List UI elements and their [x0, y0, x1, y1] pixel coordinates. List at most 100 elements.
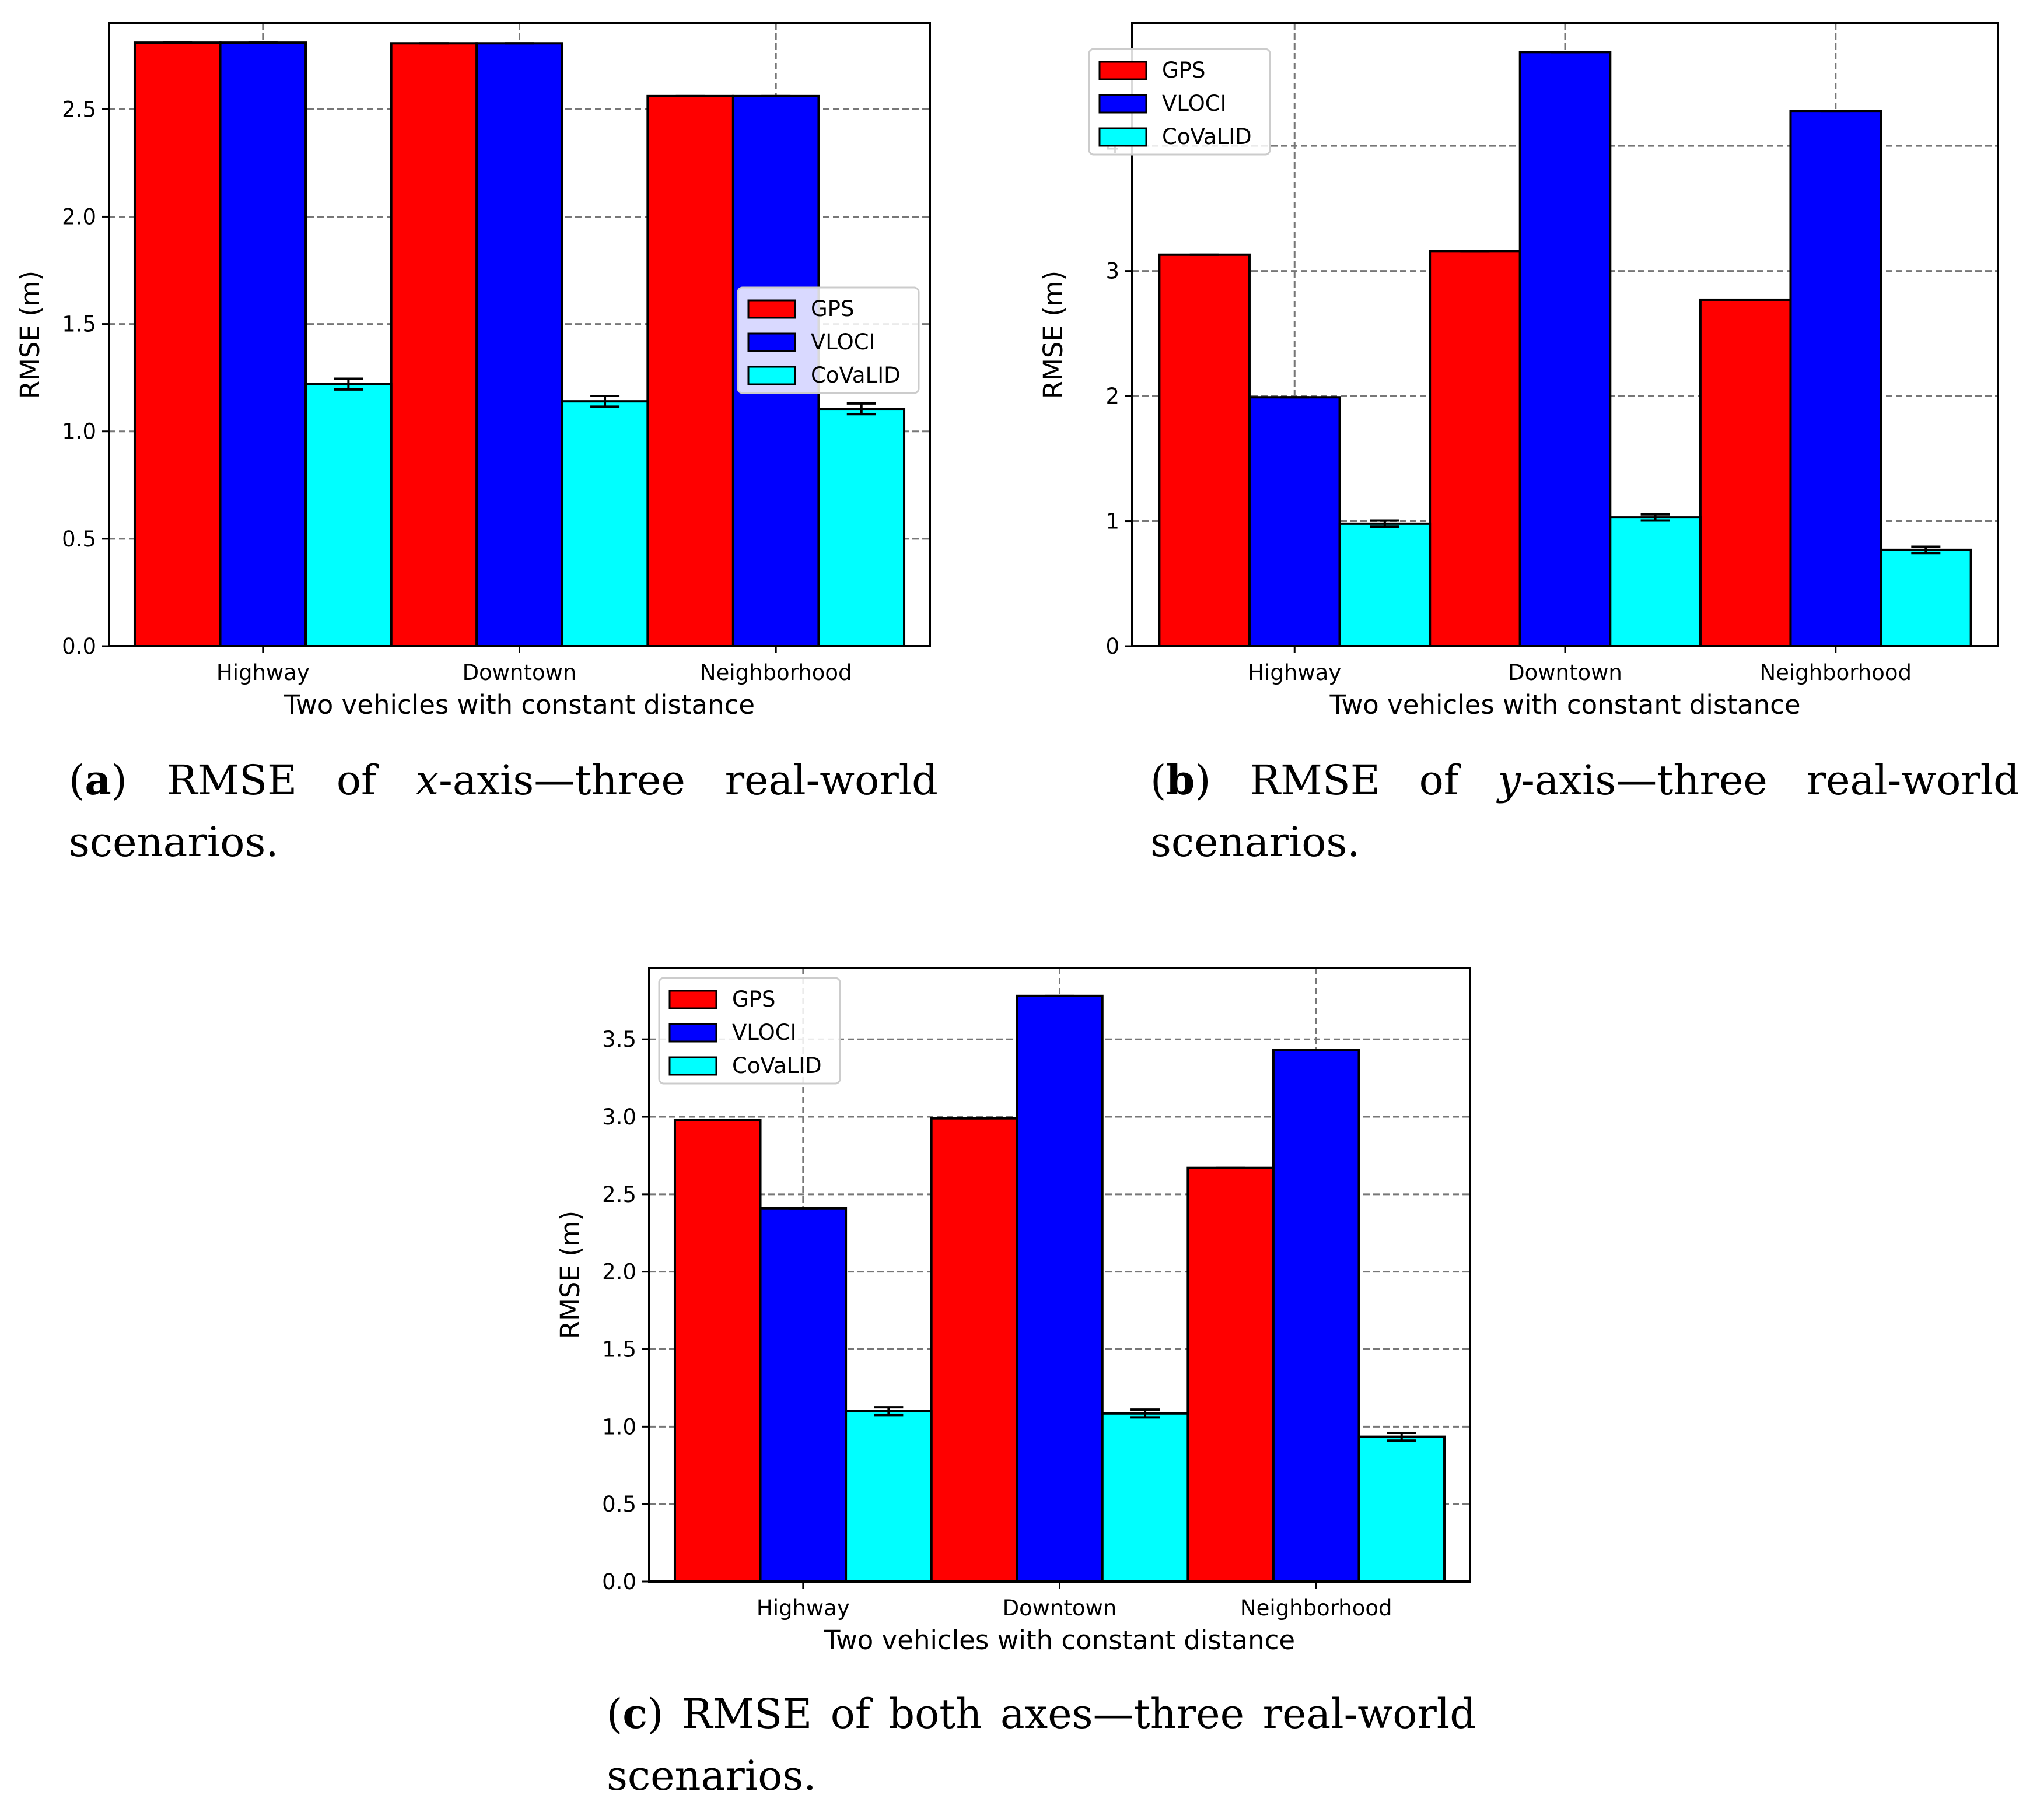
bar-covalid-highway: [845, 1410, 933, 1583]
x-tick-label: Neighborhood: [1759, 660, 1912, 685]
caption-text-end: -axis—three real-world scenarios.: [1150, 756, 2020, 866]
x-tick-label: Highway: [757, 1596, 850, 1621]
caption-letter: c: [622, 1689, 648, 1738]
y-tick-label: 3: [1105, 259, 1119, 284]
legend-swatch-covalid: [1098, 127, 1147, 147]
bar-vloci-downtown: [1016, 994, 1104, 1583]
legend-swatch-vloci: [668, 1023, 718, 1043]
caption-b: (b) RMSE of y-axis—three real-world scen…: [1150, 756, 2020, 866]
caption-text-end: -axis—three real-world scenarios.: [69, 756, 938, 866]
bar-gps-highway: [1158, 253, 1251, 647]
y-tick-label: 0.0: [602, 1569, 636, 1594]
bar-covalid-downtown: [1609, 516, 1702, 648]
y-tick-label: 1.5: [62, 312, 96, 337]
bar-covalid-highway: [304, 383, 393, 647]
caption-letter: a: [85, 756, 111, 804]
caption-text: RMSE of both axes—three real-world scena…: [607, 1690, 1476, 1800]
bar-vloci-highway: [219, 41, 307, 648]
y-tick-label: 1.0: [62, 419, 96, 444]
x-tick-label: Downtown: [1003, 1596, 1117, 1621]
bar-gps-highway: [673, 1119, 762, 1583]
errorbars: [1189, 51, 1941, 555]
x-axis-title: Two vehicles with constant distance: [1329, 689, 1800, 720]
bars: [1158, 51, 1972, 648]
y-tick-label: 0: [1105, 634, 1119, 659]
ticks: 0.0 0.5 1.0 1.5 2.0 2.5 3.0 3.5 Highway Downtown N…: [602, 1027, 1392, 1621]
y-tick-label: 2.5: [602, 1182, 636, 1207]
y-tick-label: 1: [1105, 509, 1119, 534]
y-tick-label: 1.5: [602, 1337, 636, 1362]
legend-label-covalid: CoVaLID: [1162, 124, 1252, 149]
legend-label-covalid: CoVaLID: [811, 363, 901, 388]
caption-text: RMSE of: [166, 756, 416, 804]
y-tick-label: 2.0: [62, 204, 96, 229]
caption-c: (c) RMSE of both axes—three real-world s…: [607, 1689, 1476, 1800]
caption-letter: b: [1166, 756, 1195, 804]
y-tick-label: 2: [1105, 384, 1119, 409]
y-tick-label: 0.0: [62, 634, 96, 659]
caption-a: (a) RMSE of x-axis—three real-world scen…: [69, 756, 938, 866]
ticks: 0.0 0.5 1.0 1.5 2.0 2.5 Highway Downtown Neighbo…: [62, 97, 852, 685]
legend-swatch-gps: [668, 990, 718, 1009]
legend-swatch-covalid: [668, 1056, 718, 1076]
bar-vloci-highway: [759, 1207, 848, 1583]
errorbars: [163, 41, 876, 416]
y-tick-label: 2.0: [602, 1260, 636, 1285]
y-tick-label: 0.5: [62, 527, 96, 552]
legend-label-vloci: VLOCI: [732, 1020, 796, 1045]
bar-covalid-neighborhood: [1880, 548, 1972, 648]
y-axis-title: RMSE (m): [1038, 271, 1069, 399]
bar-gps-neighborhood: [1186, 1166, 1275, 1583]
legend: GPS VLOCI CoVaLID: [1088, 48, 1271, 156]
caption-text: RMSE of: [1250, 756, 1498, 804]
bar-gps-downtown: [1429, 250, 1521, 648]
legend-swatch-gps: [747, 299, 796, 319]
legend-label-covalid: CoVaLID: [732, 1053, 822, 1078]
bar-gps-downtown: [390, 42, 478, 648]
bar-covalid-downtown: [561, 400, 649, 647]
legend-label-gps: GPS: [811, 296, 854, 321]
y-axis-title: RMSE (m): [15, 271, 46, 399]
legend-label-vloci: VLOCI: [811, 329, 875, 355]
legend-label-vloci: VLOCI: [1162, 91, 1226, 116]
y-tick-label: 1.0: [602, 1414, 636, 1439]
ticks: 01234HighwayDowntownNeighborhood: [1105, 134, 1912, 685]
y-tick-label: 2.5: [62, 97, 96, 122]
y-tick-label: 3.0: [602, 1105, 636, 1130]
x-tick-label: Downtown: [463, 660, 577, 685]
x-axis-title: Two vehicles with constant distance: [824, 1625, 1295, 1656]
bar-gps-neighborhood: [646, 94, 734, 647]
bar-gps-highway: [133, 41, 222, 648]
x-tick-label: Highway: [1248, 660, 1341, 685]
legend: GPS VLOCI CoVaLID: [658, 977, 841, 1085]
chart-a: 0.0 0.5 1.0 1.5 2.0 2.5 Highway Downtown Neighbo…: [15, 22, 931, 720]
bar-gps-neighborhood: [1699, 298, 1792, 647]
x-axis-title: Two vehicles with constant distance: [284, 689, 755, 720]
chart-c: 0.0 0.5 1.0 1.5 2.0 2.5 3.0 3.5 Highway Downtown N…: [555, 967, 1471, 1656]
bar-gps-downtown: [930, 1117, 1019, 1583]
legend: GPS VLOCI CoVaLID: [737, 286, 920, 394]
bar-covalid-downtown: [1101, 1412, 1189, 1583]
y-tick-label: 0.5: [602, 1492, 636, 1517]
legend-label-gps: GPS: [1162, 58, 1205, 83]
chart-b: 01234HighwayDowntownNeighborhood Two veh…: [1038, 22, 1999, 720]
errorbars: [703, 994, 1416, 1442]
bar-vloci-downtown: [475, 42, 564, 648]
x-tick-label: Neighborhood: [1240, 1596, 1392, 1621]
bar-vloci-neighborhood: [1789, 110, 1882, 647]
bar-covalid-neighborhood: [817, 408, 906, 647]
bar-vloci-downtown: [1518, 51, 1612, 647]
x-tick-label: Highway: [216, 660, 310, 685]
legend-swatch-vloci: [747, 332, 796, 352]
bar-covalid-highway: [1338, 522, 1432, 647]
bars: [673, 994, 1446, 1583]
bar-vloci-highway: [1248, 396, 1341, 648]
caption-axis-variable: y: [1497, 756, 1521, 804]
legend-label-gps: GPS: [732, 987, 775, 1012]
y-axis-title: RMSE (m): [555, 1211, 586, 1339]
x-tick-label: Downtown: [1508, 660, 1622, 685]
x-tick-label: Neighborhood: [700, 660, 852, 685]
legend-swatch-gps: [1098, 61, 1147, 80]
legend-swatch-vloci: [1098, 94, 1147, 114]
bar-covalid-neighborhood: [1357, 1435, 1446, 1583]
